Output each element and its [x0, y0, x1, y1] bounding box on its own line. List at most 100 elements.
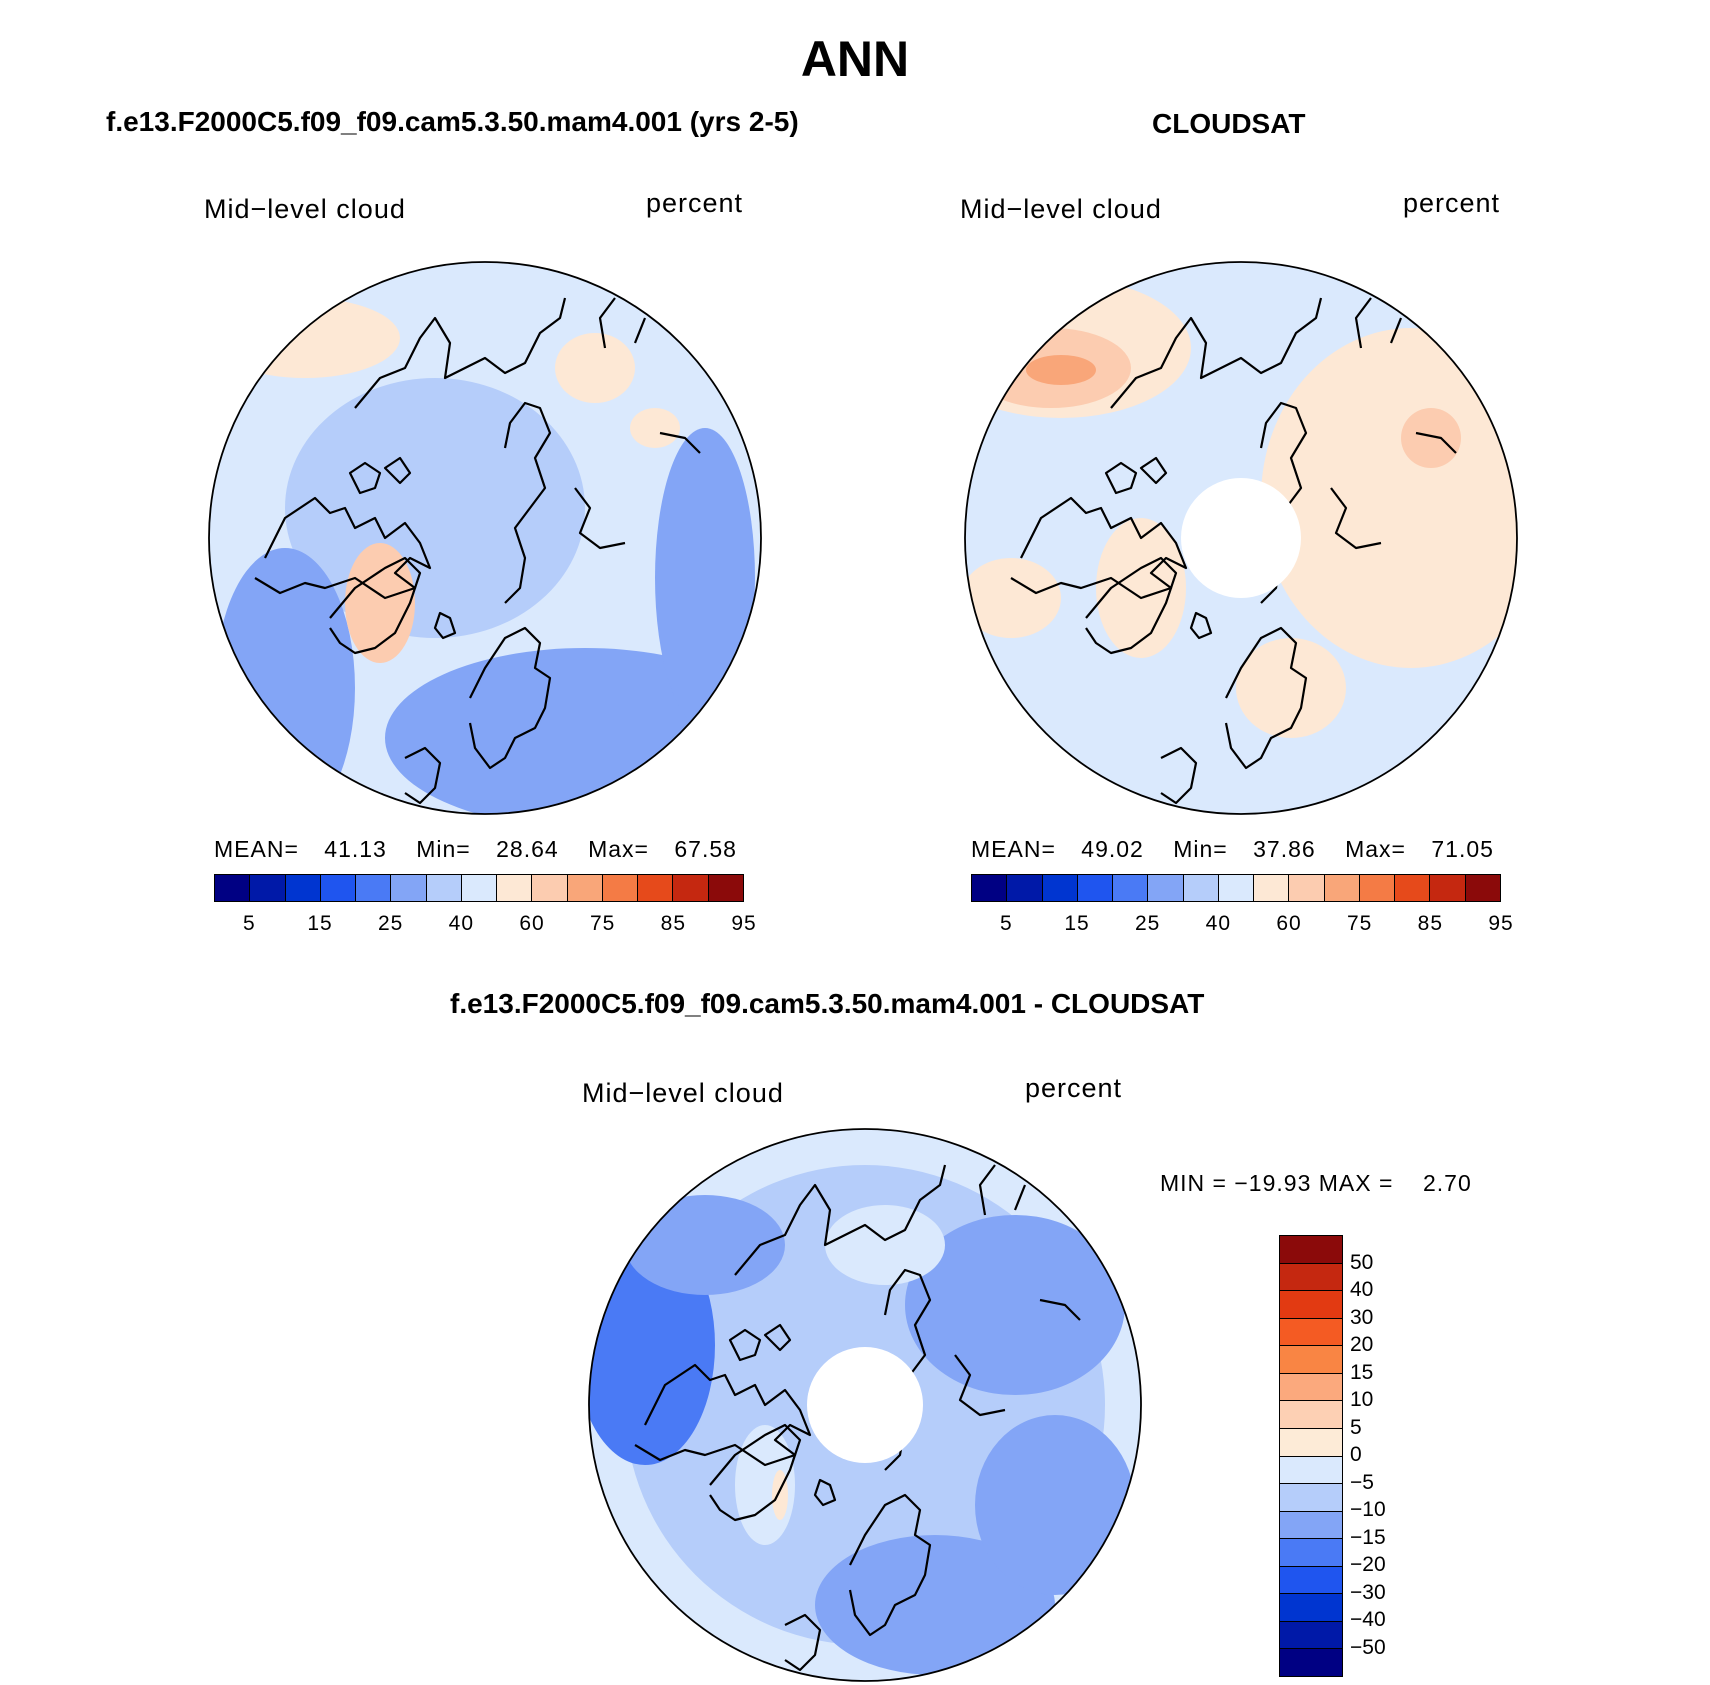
coastline	[383, 456, 412, 485]
colorbar-tick-label: 15	[1350, 1360, 1374, 1384]
panel2-stats: MEAN= 49.02 Min= 37.86 Max= 71.05	[971, 836, 1494, 863]
colorbar-tick-label: −10	[1350, 1498, 1386, 1521]
panel2-mean-label: MEAN=	[971, 836, 1056, 862]
contour-region	[1026, 355, 1096, 385]
colorbar-tick-label: 5	[1350, 1415, 1362, 1439]
panel1-mean-value: 41.13	[324, 836, 387, 862]
panel3-title: f.e13.F2000C5.f09_f09.cam5.3.50.mam4.001…	[450, 988, 1205, 1019]
coastline	[1085, 556, 1178, 655]
colorbar-cell	[1280, 1621, 1342, 1650]
colorbar-tick-label: 50	[1350, 1250, 1374, 1274]
colorbar-cell	[461, 875, 498, 901]
colorbar-tick-label: 40	[1350, 1278, 1374, 1301]
coastline	[978, 1164, 996, 1216]
colorbar-tick-label: 5	[242, 912, 256, 935]
map-field	[965, 262, 1517, 814]
colorbar-cell	[1280, 1373, 1342, 1402]
panel2-variable-label: Mid−level cloud	[960, 194, 1162, 224]
colorbar-cell	[708, 875, 743, 901]
panel2-colorbar-labels: 5 15 25 40 60 75 85 95	[971, 912, 1513, 938]
coastline	[1415, 431, 1457, 454]
map-field	[589, 1129, 1141, 1681]
panel3-minmax: MIN = −19.93 MAX = 2.70	[1160, 1170, 1472, 1196]
colorbar-tick-label: 30	[1350, 1305, 1374, 1329]
colorbar-cell	[1280, 1263, 1342, 1292]
colorbar-cell	[1465, 875, 1500, 901]
coastline	[784, 1613, 822, 1672]
coastline	[1389, 317, 1403, 344]
contour-region	[1236, 638, 1346, 738]
coastline	[734, 1164, 947, 1276]
colorbar-tick-label: 60	[519, 912, 545, 935]
colorbar-cell	[1280, 1428, 1342, 1457]
coastline	[634, 1363, 812, 1467]
colorbar-tick-label: 75	[1346, 912, 1373, 935]
panel2-colorbar	[971, 874, 1501, 902]
contour-region	[905, 1214, 1125, 1396]
contour-region	[215, 548, 355, 814]
panel1-title: f.e13.F2000C5.f09_f09.cam5.3.50.mam4.001…	[106, 106, 799, 137]
colorbar-tick-label: −50	[1350, 1635, 1386, 1659]
colorbar-cell	[320, 875, 357, 901]
colorbar-cell	[1007, 875, 1043, 901]
colorbar-cell	[1280, 1539, 1342, 1567]
panel2-min-value: 37.86	[1253, 836, 1316, 862]
coastline	[503, 401, 552, 604]
colorbar-tick-label: −30	[1350, 1580, 1386, 1604]
colorbar-cell	[1280, 1649, 1342, 1676]
panel1-variable-label: Mid−level cloud	[204, 194, 406, 224]
coastline	[633, 317, 647, 344]
panel2-units-label: percent	[1403, 188, 1501, 218]
colorbar-tick-label: 95	[731, 912, 757, 935]
panel1-mean-label: MEAN=	[214, 836, 299, 862]
colorbar-cell	[426, 875, 462, 901]
colorbar-cell	[1218, 875, 1255, 901]
coastline	[1013, 1184, 1027, 1211]
coastline	[1104, 461, 1138, 495]
colorbar-cell	[1324, 875, 1360, 901]
colorbar-cell	[673, 875, 709, 901]
colorbar-tick-label: −15	[1350, 1525, 1386, 1549]
colorbar-cell	[1148, 875, 1184, 901]
colorbar-cell	[285, 875, 321, 901]
colorbar-cell	[1077, 875, 1114, 901]
contour-region	[210, 298, 400, 378]
panel2-polar-map	[964, 261, 1518, 815]
coastline	[1189, 611, 1213, 640]
coastline	[1224, 626, 1308, 770]
panel1-min-value: 28.64	[496, 836, 559, 862]
contour-region	[1401, 408, 1461, 468]
colorbar-tick-label: 15	[1064, 912, 1090, 935]
colorbar-cell	[1280, 1236, 1342, 1264]
colorbar-cell	[1183, 875, 1219, 901]
coastline	[433, 611, 457, 640]
coastline	[1330, 487, 1382, 550]
contour-region	[825, 1205, 945, 1285]
coastline	[848, 1493, 932, 1637]
contour-region	[1261, 328, 1517, 668]
coastline	[404, 746, 442, 805]
colorbar-cell	[1280, 1511, 1342, 1540]
map-boundary	[964, 261, 1518, 815]
coastline	[1010, 496, 1188, 600]
colorbar-cell	[972, 875, 1008, 901]
coastlines	[254, 297, 701, 805]
coastline	[1354, 297, 1372, 349]
panel3-units-label: percent	[1025, 1073, 1123, 1103]
panel1-min-label: Min=	[416, 836, 471, 862]
contour-region	[655, 428, 755, 728]
colorbar-cell	[1254, 875, 1290, 901]
contour-region	[965, 558, 1061, 638]
colorbar-cell	[1280, 1566, 1342, 1595]
coastline	[1139, 456, 1168, 485]
panel1-colorbar	[214, 874, 744, 902]
colorbar-cell	[1359, 875, 1396, 901]
colorbar-tick-label: 25	[1134, 912, 1161, 935]
coastline	[1160, 746, 1198, 805]
missing-data-region	[1181, 478, 1301, 598]
colorbar-cell	[1430, 875, 1466, 901]
coastline	[254, 496, 432, 600]
colorbar-cell	[1280, 1318, 1342, 1347]
coastline	[468, 626, 552, 770]
coastline	[1039, 1298, 1081, 1321]
